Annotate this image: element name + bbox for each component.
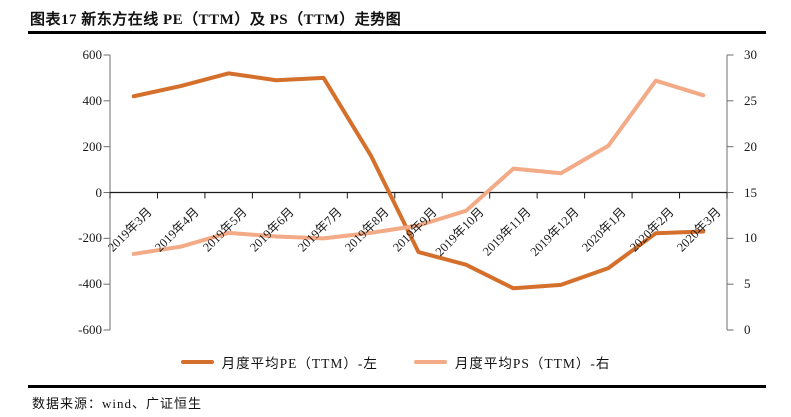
pe-line-swatch bbox=[180, 359, 214, 365]
bottom-rule bbox=[28, 385, 766, 388]
chart-legend: 月度平均PE（TTM）-左 月度平均PS（TTM）-右 bbox=[0, 352, 791, 372]
line-chart: 600 400 200 0 -200 -400 -600 30 25 20 15 10 5 0 2019年3… bbox=[78, 47, 757, 337]
source-note: 数据来源：wind、广证恒生 bbox=[32, 396, 203, 411]
figure-title: 图表17 新东方在线 PE（TTM）及 PS（TTM）走势图 bbox=[30, 12, 402, 28]
pe-series-line bbox=[131, 71, 706, 291]
ps-series-line bbox=[131, 78, 706, 256]
legend-label-pe: 月度平均PE（TTM）-左 bbox=[221, 356, 378, 371]
legend-item-ps: 月度平均PS（TTM）-右 bbox=[413, 352, 611, 372]
ps-line-swatch bbox=[413, 359, 447, 365]
top-rule bbox=[28, 31, 766, 34]
plot-svg bbox=[103, 54, 734, 331]
legend-label-ps: 月度平均PS（TTM）-右 bbox=[454, 356, 611, 371]
legend-item-pe: 月度平均PE（TTM）-左 bbox=[180, 352, 378, 372]
